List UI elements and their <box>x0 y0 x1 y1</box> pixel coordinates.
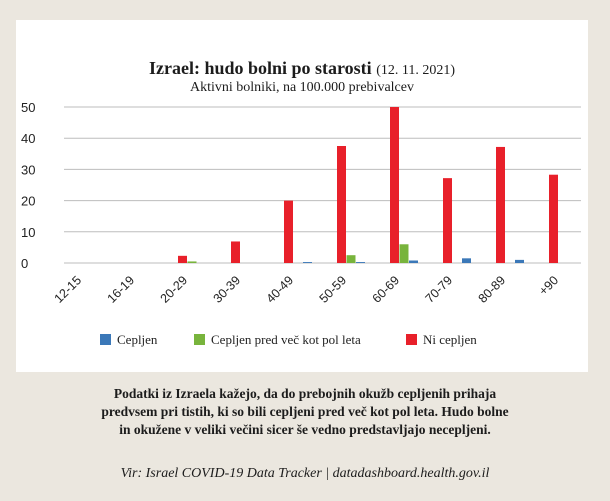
bar-cepljen-pol-leta <box>399 244 409 263</box>
bar-cepljen <box>303 262 312 263</box>
y-tick-label: 0 <box>21 256 28 271</box>
x-tick-label: 40-49 <box>264 273 297 306</box>
bar-ni-cepljen <box>390 107 399 263</box>
y-tick-label: 30 <box>21 162 35 177</box>
bar-ni-cepljen <box>496 146 505 263</box>
chart-title-line: Izrael: hudo bolni po starosti (12. 11. … <box>16 58 588 79</box>
legend-swatch <box>406 334 417 345</box>
x-tick-label: 70-79 <box>423 273 456 306</box>
x-tick-label: 60-69 <box>370 273 403 306</box>
bar-ni-cepljen <box>231 241 240 263</box>
bar-ni-cepljen <box>178 255 187 263</box>
legend-swatch <box>100 334 111 345</box>
chart-date: (12. 11. 2021) <box>376 63 455 78</box>
x-tick-label: 50-59 <box>317 273 350 306</box>
x-tick-label: 30-39 <box>211 273 244 306</box>
bar-cepljen <box>462 258 471 263</box>
bar-ni-cepljen <box>549 174 558 263</box>
legend-label: Cepljen <box>117 332 158 347</box>
bar-ni-cepljen <box>443 178 452 263</box>
chart-subtitle: Aktivni bolniki, na 100.000 prebivalcev <box>190 80 414 95</box>
y-tick-label: 40 <box>21 131 35 146</box>
chart-title: Izrael: hudo bolni po starosti <box>148 58 372 78</box>
caption: Podatki iz Izraela kažejo, da do prebojn… <box>0 385 610 439</box>
x-tick-label: 20-29 <box>158 273 191 306</box>
caption-line-1: Podatki iz Izraela kažejo, da do prebojn… <box>113 386 497 401</box>
legend-label: Cepljen pred več kot pol leta <box>211 332 361 347</box>
legend-swatch <box>194 334 205 345</box>
bar-cepljen-pol-leta <box>187 261 197 263</box>
x-tick-label: 12-15 <box>52 273 85 306</box>
legend-label: Ni cepljen <box>423 332 477 347</box>
bar-chart: 0 10 20 30 40 50 12-15 16-19 20-29 30-39 40-49 50-5… <box>21 100 581 347</box>
x-tick-label: 16-19 <box>105 273 138 306</box>
x-tick-label: 80-89 <box>476 273 509 306</box>
bar-cepljen-pol-leta <box>346 255 356 263</box>
y-tick-label: 20 <box>21 194 35 209</box>
chart-card: Izrael: hudo bolni po starosti (12. 11. … <box>16 20 588 372</box>
caption-line-2: predvsem pri tistih, ki so bili cepljeni… <box>101 404 509 419</box>
bar-cepljen <box>409 260 418 263</box>
x-tick-label: +90 <box>536 273 561 298</box>
y-tick-label: 50 <box>21 100 35 115</box>
bar-cepljen <box>515 259 524 263</box>
bar-ni-cepljen <box>284 200 293 263</box>
source-note: Vir: Israel COVID-19 Data Tracker | data… <box>120 466 490 481</box>
y-tick-label: 10 <box>21 225 35 240</box>
bar-cepljen <box>356 262 365 263</box>
caption-line-3: in okužene v veliki večini sicer še vedn… <box>119 422 491 437</box>
bar-ni-cepljen <box>337 146 346 263</box>
